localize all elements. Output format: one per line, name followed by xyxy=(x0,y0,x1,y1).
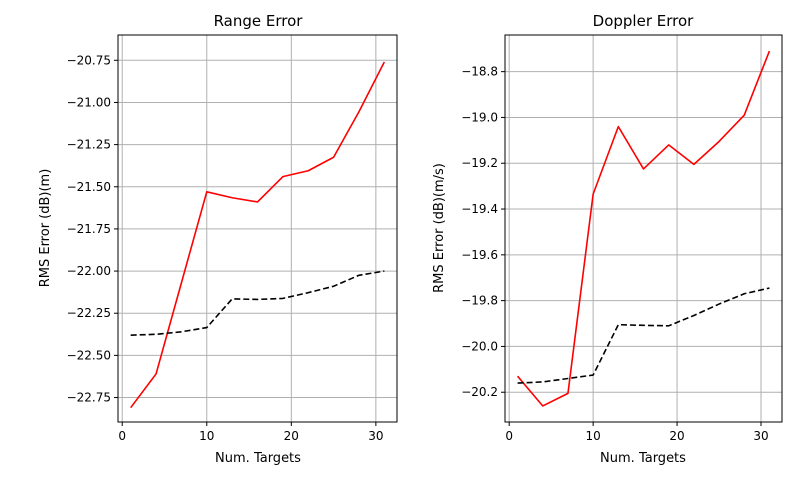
doppler-series-dashed-line xyxy=(517,287,770,384)
range-y-tick-label: −22.25 xyxy=(67,306,111,320)
range-error-panel: Range Error Num. Targets RMS Error (dB)(… xyxy=(38,12,398,466)
doppler-error-panel: Doppler Error Num. Targets RMS Error (dB… xyxy=(432,12,783,466)
doppler-y-tick-label: −19.0 xyxy=(461,110,498,124)
range-x-tick-label: 0 xyxy=(118,429,126,443)
range-x-tick-label: 20 xyxy=(284,429,299,443)
doppler-x-tick-label: 10 xyxy=(585,429,600,443)
doppler-y-tick-label: −19.2 xyxy=(461,156,498,170)
doppler-axes-frame xyxy=(504,34,783,423)
range-x-tick-label: 30 xyxy=(368,429,383,443)
doppler-x-tick-label: 30 xyxy=(753,429,768,443)
doppler-series-solid-line xyxy=(516,50,771,407)
doppler-y-tick-label: −19.8 xyxy=(461,294,498,308)
range-error-title: Range Error xyxy=(214,12,304,30)
range-y-tick-label: −22.00 xyxy=(67,264,111,278)
range-y-tick-label: −21.25 xyxy=(67,138,111,152)
doppler-error-ylabel: RMS Error (dB)(m/s) xyxy=(432,163,447,293)
doppler-y-tick-label: −18.8 xyxy=(461,65,498,79)
range-error-xlabel: Num. Targets xyxy=(215,451,301,466)
range-y-tick-label: −22.50 xyxy=(67,348,111,362)
doppler-y-tick-label: −19.4 xyxy=(461,202,498,216)
range-series-solid-line xyxy=(130,61,386,409)
range-y-tick-label: −20.75 xyxy=(67,53,111,67)
range-y-tick-label: −22.75 xyxy=(67,391,111,405)
doppler-x-tick-label: 0 xyxy=(505,429,513,443)
doppler-y-tick-label: −20.2 xyxy=(461,385,498,399)
doppler-x-tick-label: 20 xyxy=(669,429,684,443)
range-y-tick-label: −21.75 xyxy=(67,222,111,236)
range-series-dashed-line xyxy=(130,270,385,336)
range-y-tick-label: −21.00 xyxy=(67,95,111,109)
doppler-error-title: Doppler Error xyxy=(593,12,694,30)
doppler-y-tick-label: −19.6 xyxy=(461,248,498,262)
range-y-tick-label: −21.50 xyxy=(67,180,111,194)
doppler-error-xlabel: Num. Targets xyxy=(600,451,686,466)
range-x-tick-label: 10 xyxy=(199,429,214,443)
doppler-y-tick-label: −20.0 xyxy=(461,339,498,353)
range-error-ylabel: RMS Error (dB)(m) xyxy=(38,169,53,288)
